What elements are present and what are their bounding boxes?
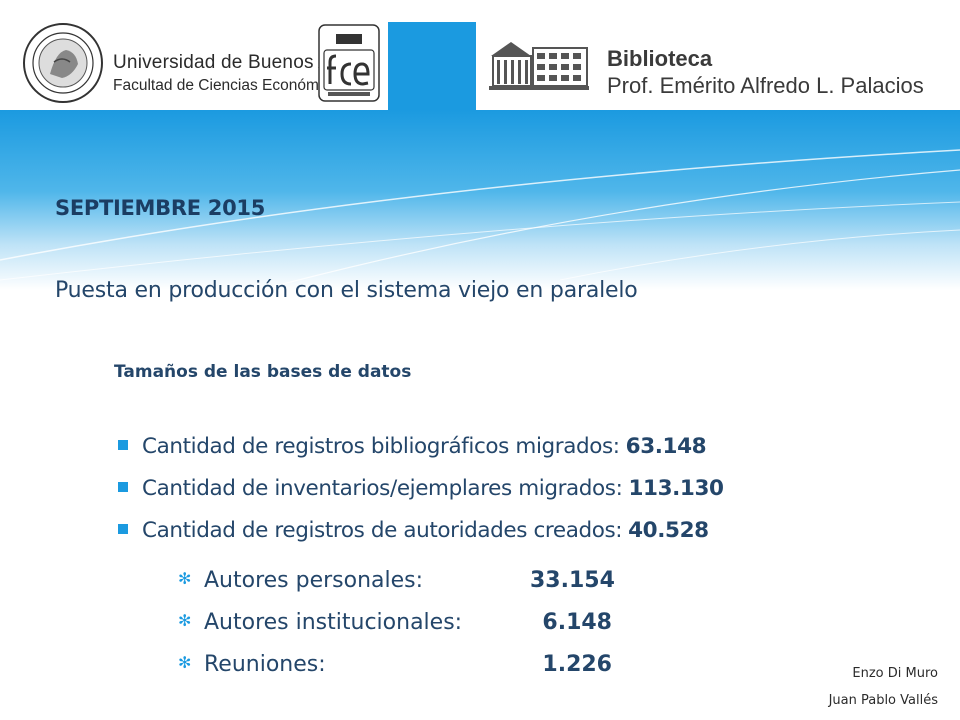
library-line1: Biblioteca bbox=[607, 46, 713, 71]
header-banner bbox=[0, 110, 960, 290]
slide-subtitle: Puesta en producción con el sistema viej… bbox=[55, 278, 638, 303]
asterisk-bullet-icon: ✻ bbox=[178, 653, 192, 672]
university-name: Universidad de Buenos Aires Facultad de … bbox=[113, 52, 362, 95]
header-accent-tab bbox=[388, 22, 476, 114]
item-value: 63.148 bbox=[625, 434, 707, 459]
authors: Enzo Di Muro Juan Pablo Vallés bbox=[829, 660, 938, 714]
uba-seal-icon bbox=[23, 23, 103, 103]
slide-title: SEPTIEMBRE 2015 bbox=[55, 196, 266, 220]
square-bullet-icon bbox=[118, 482, 128, 492]
sub-list-item: ✻ Reuniones: 1.226 bbox=[178, 644, 612, 686]
stats-list: Cantidad de registros bibliográficos mig… bbox=[118, 428, 724, 554]
item-label: Cantidad de registros bibliográficos mig… bbox=[142, 434, 620, 459]
list-item: Cantidad de inventarios/ejemplares migra… bbox=[118, 470, 724, 512]
sub-item-value: 33.154 bbox=[530, 568, 615, 593]
asterisk-bullet-icon: ✻ bbox=[178, 569, 192, 588]
sub-item-label: Autores personales: bbox=[204, 568, 424, 593]
item-label: Cantidad de inventarios/ejemplares migra… bbox=[142, 476, 623, 501]
library-name: Biblioteca Prof. Emérito Alfredo L. Pala… bbox=[607, 46, 924, 99]
author-name: Juan Pablo Vallés bbox=[828, 693, 938, 708]
author-name: Enzo Di Muro bbox=[852, 666, 938, 681]
asterisk-bullet-icon: ✻ bbox=[178, 611, 192, 630]
university-line2: Facultad de Ciencias Económicas bbox=[113, 77, 347, 94]
library-building-icon bbox=[489, 42, 589, 90]
sub-item-label: Reuniones: bbox=[204, 652, 326, 677]
item-value: 113.130 bbox=[628, 476, 724, 501]
fce-logo-icon bbox=[318, 24, 380, 102]
header: Universidad de Buenos Aires Facultad de … bbox=[0, 0, 960, 114]
sub-item-value: 1.226 bbox=[542, 652, 612, 677]
list-item: Cantidad de registros bibliográficos mig… bbox=[118, 428, 724, 470]
university-line1: Universidad de Buenos Aires bbox=[113, 52, 363, 73]
library-line2: Prof. Emérito Alfredo L. Palacios bbox=[607, 73, 924, 98]
square-bullet-icon bbox=[118, 440, 128, 450]
sub-item-value: 6.148 bbox=[542, 610, 612, 635]
square-bullet-icon bbox=[118, 524, 128, 534]
sub-list-item: ✻ Autores institucionales: 6.148 bbox=[178, 602, 612, 644]
sub-item-label: Autores institucionales: bbox=[204, 610, 463, 635]
list-item: Cantidad de registros de autoridades cre… bbox=[118, 512, 724, 554]
sub-list-item: ✻ Autores personales: 33.154 bbox=[178, 560, 615, 602]
item-value: 40.528 bbox=[628, 518, 709, 543]
section-heading: Tamaños de las bases de datos bbox=[114, 362, 412, 382]
authority-breakdown-list: ✻ Autores personales: 33.154 ✻ Autores inst… bbox=[178, 560, 615, 686]
item-label: Cantidad de registros de autoridades cre… bbox=[142, 518, 623, 543]
